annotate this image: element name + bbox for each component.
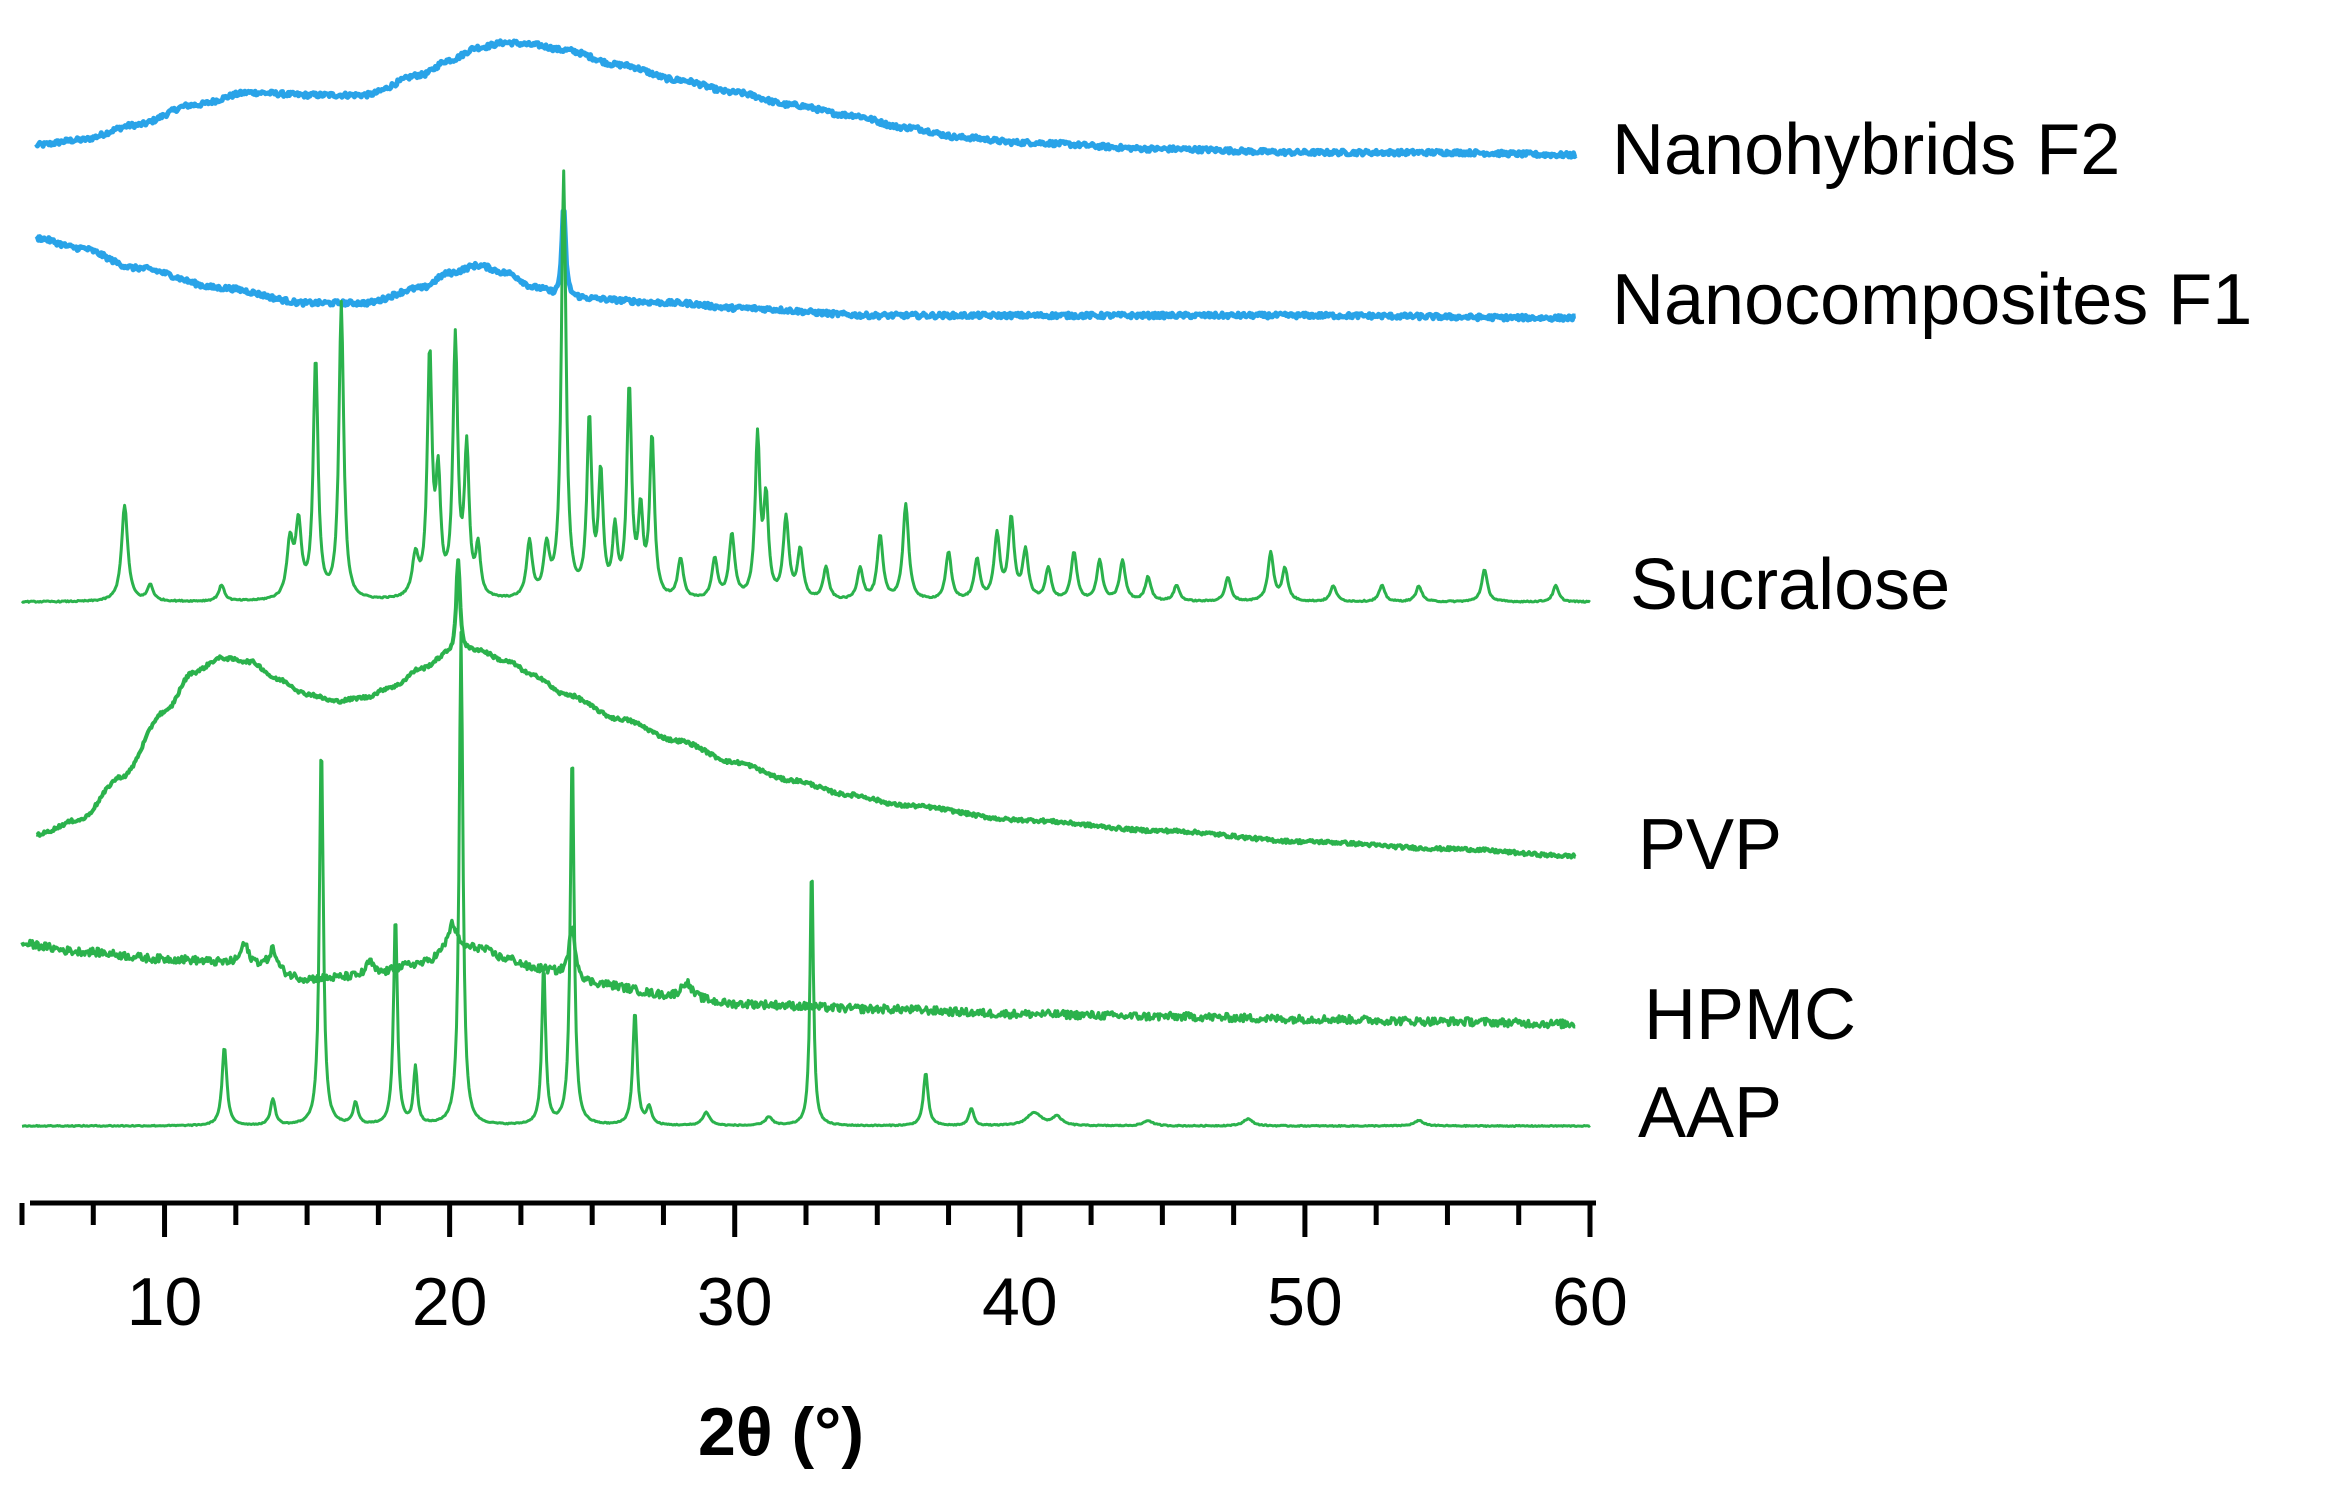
x-tick-label: 20 <box>412 1264 488 1340</box>
x-tick-label: 30 <box>697 1264 773 1340</box>
x-tick-label: 40 <box>982 1264 1058 1340</box>
x-tick-label: 50 <box>1267 1264 1343 1340</box>
label-sucralose: Sucralose <box>1630 545 1950 625</box>
trace-aap <box>21 630 1591 1128</box>
label-hpmc: HPMC <box>1644 975 1856 1055</box>
x-tick-label: 10 <box>127 1264 203 1340</box>
label-nanocomposites-f1: Nanocomposites F1 <box>1612 260 2252 340</box>
trace-nanohybrids-f2 <box>34 38 1578 160</box>
pattern-traces <box>20 38 1591 1128</box>
trace-nanocomposites-f1 <box>34 208 1578 323</box>
x-axis: 10 20 30 40 50 60 <box>19 1200 1628 1340</box>
series-labels: Nanohybrids F2 Nanocomposites F1 Sucralose… <box>1612 110 2252 1153</box>
x-tick-label: 60 <box>1552 1264 1628 1340</box>
trace-pvp <box>35 558 1577 860</box>
trace-sucralose <box>20 169 1591 604</box>
label-nanohybrids-f2: Nanohybrids F2 <box>1612 110 2120 190</box>
label-pvp: PVP <box>1638 805 1782 885</box>
trace-hpmc <box>20 918 1576 1030</box>
label-aap: AAP <box>1638 1073 1782 1153</box>
x-axis-title: 2θ (°) <box>698 1394 864 1470</box>
